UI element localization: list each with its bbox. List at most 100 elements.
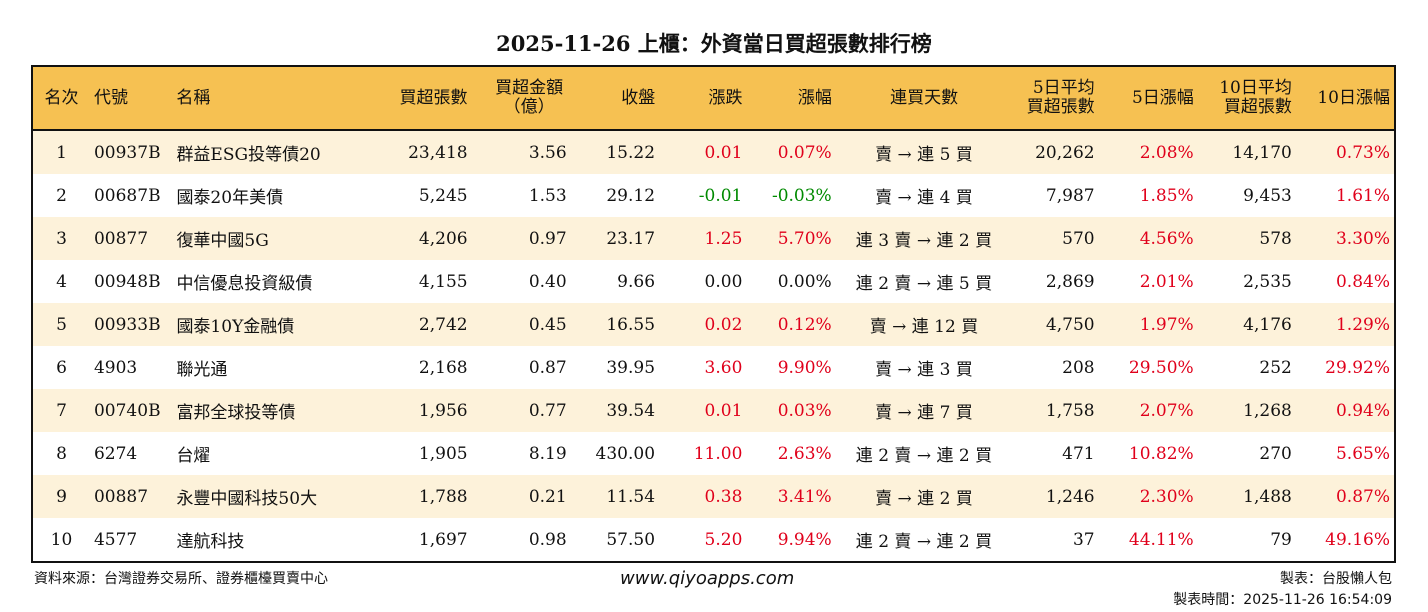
cell-rank: 5 bbox=[56, 314, 67, 335]
cell-close: 57.50 bbox=[606, 529, 656, 550]
cell-net-buy-lots: 4,155 bbox=[418, 271, 468, 292]
cell-name: 中信優息投資級債 bbox=[176, 274, 313, 294]
header-net-buy-amount: 買超金額 （億） bbox=[495, 78, 564, 117]
cell-net-buy-lots: 4,206 bbox=[418, 228, 468, 249]
cell-avg10-lots: 1,268 bbox=[1243, 400, 1292, 421]
cell-change: 0.00 bbox=[704, 271, 743, 292]
cell-avg5-lots: 208 bbox=[1062, 357, 1095, 378]
table-row: 5 00933B 國泰10Y金融債 2,742 0.45 16.55 0.02 0.12% 賣 … bbox=[33, 303, 1394, 346]
cell-change-pct: 9.90% bbox=[777, 357, 832, 378]
cell-close: 11.54 bbox=[606, 486, 656, 507]
cell-avg5-lots: 37 bbox=[1072, 529, 1095, 550]
cell-change-pct: 0.03% bbox=[777, 400, 832, 421]
cell-avg10-lots: 252 bbox=[1259, 357, 1292, 378]
cell-code: 6274 bbox=[93, 443, 138, 464]
cell-pct5: 2.30% bbox=[1139, 486, 1194, 507]
cell-streak: 連 2 賣 → 連 5 買 bbox=[855, 274, 993, 294]
cell-rank: 7 bbox=[56, 400, 67, 421]
cell-code: 00687B bbox=[93, 185, 161, 206]
cell-net-buy-amount: 0.45 bbox=[528, 314, 567, 335]
cell-code: 00948B bbox=[93, 271, 161, 292]
ranking-table: 名次 代號 名稱 買超張數 買超金額 （億） 收盤 漲跌 漲幅 連買天數 5日平均 買超張數 5日漲… bbox=[31, 65, 1396, 563]
cell-pct10: 0.73% bbox=[1335, 142, 1390, 163]
cell-avg5-lots: 1,758 bbox=[1045, 400, 1095, 421]
cell-close: 39.95 bbox=[606, 357, 656, 378]
cell-code: 4903 bbox=[93, 357, 138, 378]
cell-close: 23.17 bbox=[606, 228, 656, 249]
cell-rank: 3 bbox=[56, 228, 67, 249]
header-streak: 連買天數 bbox=[890, 87, 959, 108]
cell-net-buy-amount: 3.56 bbox=[528, 142, 567, 163]
cell-name: 台燿 bbox=[176, 446, 211, 466]
cell-net-buy-amount: 0.77 bbox=[528, 400, 567, 421]
cell-name: 富邦全球投等債 bbox=[176, 403, 296, 423]
cell-net-buy-amount: 1.53 bbox=[528, 185, 567, 206]
cell-avg10-lots: 14,170 bbox=[1232, 142, 1292, 163]
cell-pct10: 0.87% bbox=[1335, 486, 1390, 507]
cell-pct5: 1.85% bbox=[1139, 185, 1194, 206]
cell-avg5-lots: 1,246 bbox=[1045, 486, 1095, 507]
cell-change: 5.20 bbox=[704, 529, 743, 550]
cell-change-pct: 5.70% bbox=[777, 228, 832, 249]
cell-change: -0.01 bbox=[698, 185, 743, 206]
cell-streak: 賣 → 連 5 買 bbox=[875, 145, 973, 165]
data-source: 資料來源：台灣證券交易所、證券櫃檯買賣中心 bbox=[34, 571, 328, 587]
table-row: 1 00937B 群益ESG投等債20 23,418 3.56 15.22 0.01 0.07… bbox=[33, 131, 1394, 174]
cell-pct10: 49.16% bbox=[1325, 529, 1390, 550]
cell-pct5: 29.50% bbox=[1128, 357, 1194, 378]
table-row: 4 00948B 中信優息投資級債 4,155 0.40 9.66 0.00 0.00% 連 2… bbox=[33, 260, 1394, 303]
cell-code: 00933B bbox=[93, 314, 161, 335]
cell-net-buy-amount: 0.21 bbox=[528, 486, 567, 507]
cell-avg5-lots: 2,869 bbox=[1045, 271, 1095, 292]
cell-pct10: 1.61% bbox=[1335, 185, 1390, 206]
cell-net-buy-lots: 23,418 bbox=[408, 142, 468, 163]
cell-name: 群益ESG投等債20 bbox=[176, 145, 321, 165]
cell-rank: 6 bbox=[56, 357, 67, 378]
cell-code: 4577 bbox=[93, 529, 138, 550]
cell-pct10: 0.84% bbox=[1335, 271, 1390, 292]
cell-avg10-lots: 1,488 bbox=[1243, 486, 1292, 507]
cell-net-buy-amount: 8.19 bbox=[528, 443, 567, 464]
cell-change-pct: 0.07% bbox=[777, 142, 832, 163]
table-row: 10 4577 達航科技 1,697 0.98 57.50 5.20 9.94% 連 2 賣 →… bbox=[33, 518, 1394, 561]
cell-change-pct: 2.63% bbox=[777, 443, 832, 464]
table-row: 8 6274 台燿 1,905 8.19 430.00 11.00 2.63% 連 2 賣 → … bbox=[33, 432, 1394, 475]
cell-change-pct: 9.94% bbox=[777, 529, 832, 550]
cell-pct5: 4.56% bbox=[1139, 228, 1194, 249]
header-close: 收盤 bbox=[621, 87, 656, 108]
cell-close: 16.55 bbox=[606, 314, 656, 335]
header-avg5-lots: 5日平均 買超張數 bbox=[1026, 78, 1095, 117]
cell-net-buy-amount: 0.40 bbox=[528, 271, 567, 292]
cell-streak: 賣 → 連 12 買 bbox=[869, 317, 979, 337]
cell-pct5: 2.08% bbox=[1139, 142, 1194, 163]
page-title: 2025-11-26 上櫃：外資當日買超張數排行榜 bbox=[496, 31, 932, 56]
header-pct5: 5日漲幅 bbox=[1131, 87, 1194, 108]
cell-avg10-lots: 2,535 bbox=[1243, 271, 1292, 292]
cell-name: 永豐中國科技50大 bbox=[176, 489, 318, 509]
header-name: 名稱 bbox=[176, 87, 211, 108]
cell-change: 0.01 bbox=[704, 142, 743, 163]
cell-rank: 10 bbox=[50, 529, 73, 550]
table-row: 6 4903 聯光通 2,168 0.87 39.95 3.60 9.90% 賣 → 連 3 買… bbox=[33, 346, 1394, 389]
cell-name: 國泰10Y金融債 bbox=[176, 317, 295, 337]
website-link[interactable]: www.qiyoapps.com bbox=[620, 568, 795, 589]
table-row: 9 00887 永豐中國科技50大 1,788 0.21 11.54 0.38 3.41% 賣 … bbox=[33, 475, 1394, 518]
cell-change-pct: 3.41% bbox=[777, 486, 832, 507]
cell-avg5-lots: 4,750 bbox=[1045, 314, 1095, 335]
cell-close: 15.22 bbox=[606, 142, 656, 163]
cell-pct5: 10.82% bbox=[1128, 443, 1194, 464]
cell-name: 聯光通 bbox=[176, 360, 228, 380]
cell-pct10: 5.65% bbox=[1335, 443, 1390, 464]
cell-streak: 連 2 賣 → 連 2 買 bbox=[855, 446, 993, 466]
header-change-pct: 漲幅 bbox=[797, 87, 832, 108]
cell-pct5: 2.07% bbox=[1139, 400, 1194, 421]
table-row: 2 00687B 國泰20年美債 5,245 1.53 29.12 -0.01 -0.03% 賣… bbox=[33, 174, 1394, 217]
cell-pct5: 44.11% bbox=[1128, 529, 1194, 550]
cell-close: 39.54 bbox=[606, 400, 656, 421]
cell-change: 0.01 bbox=[704, 400, 743, 421]
header-code: 代號 bbox=[93, 87, 128, 108]
cell-net-buy-amount: 0.97 bbox=[528, 228, 567, 249]
cell-name: 國泰20年美債 bbox=[176, 188, 284, 208]
cell-name: 復華中國5G bbox=[176, 231, 269, 251]
cell-avg10-lots: 578 bbox=[1259, 228, 1292, 249]
